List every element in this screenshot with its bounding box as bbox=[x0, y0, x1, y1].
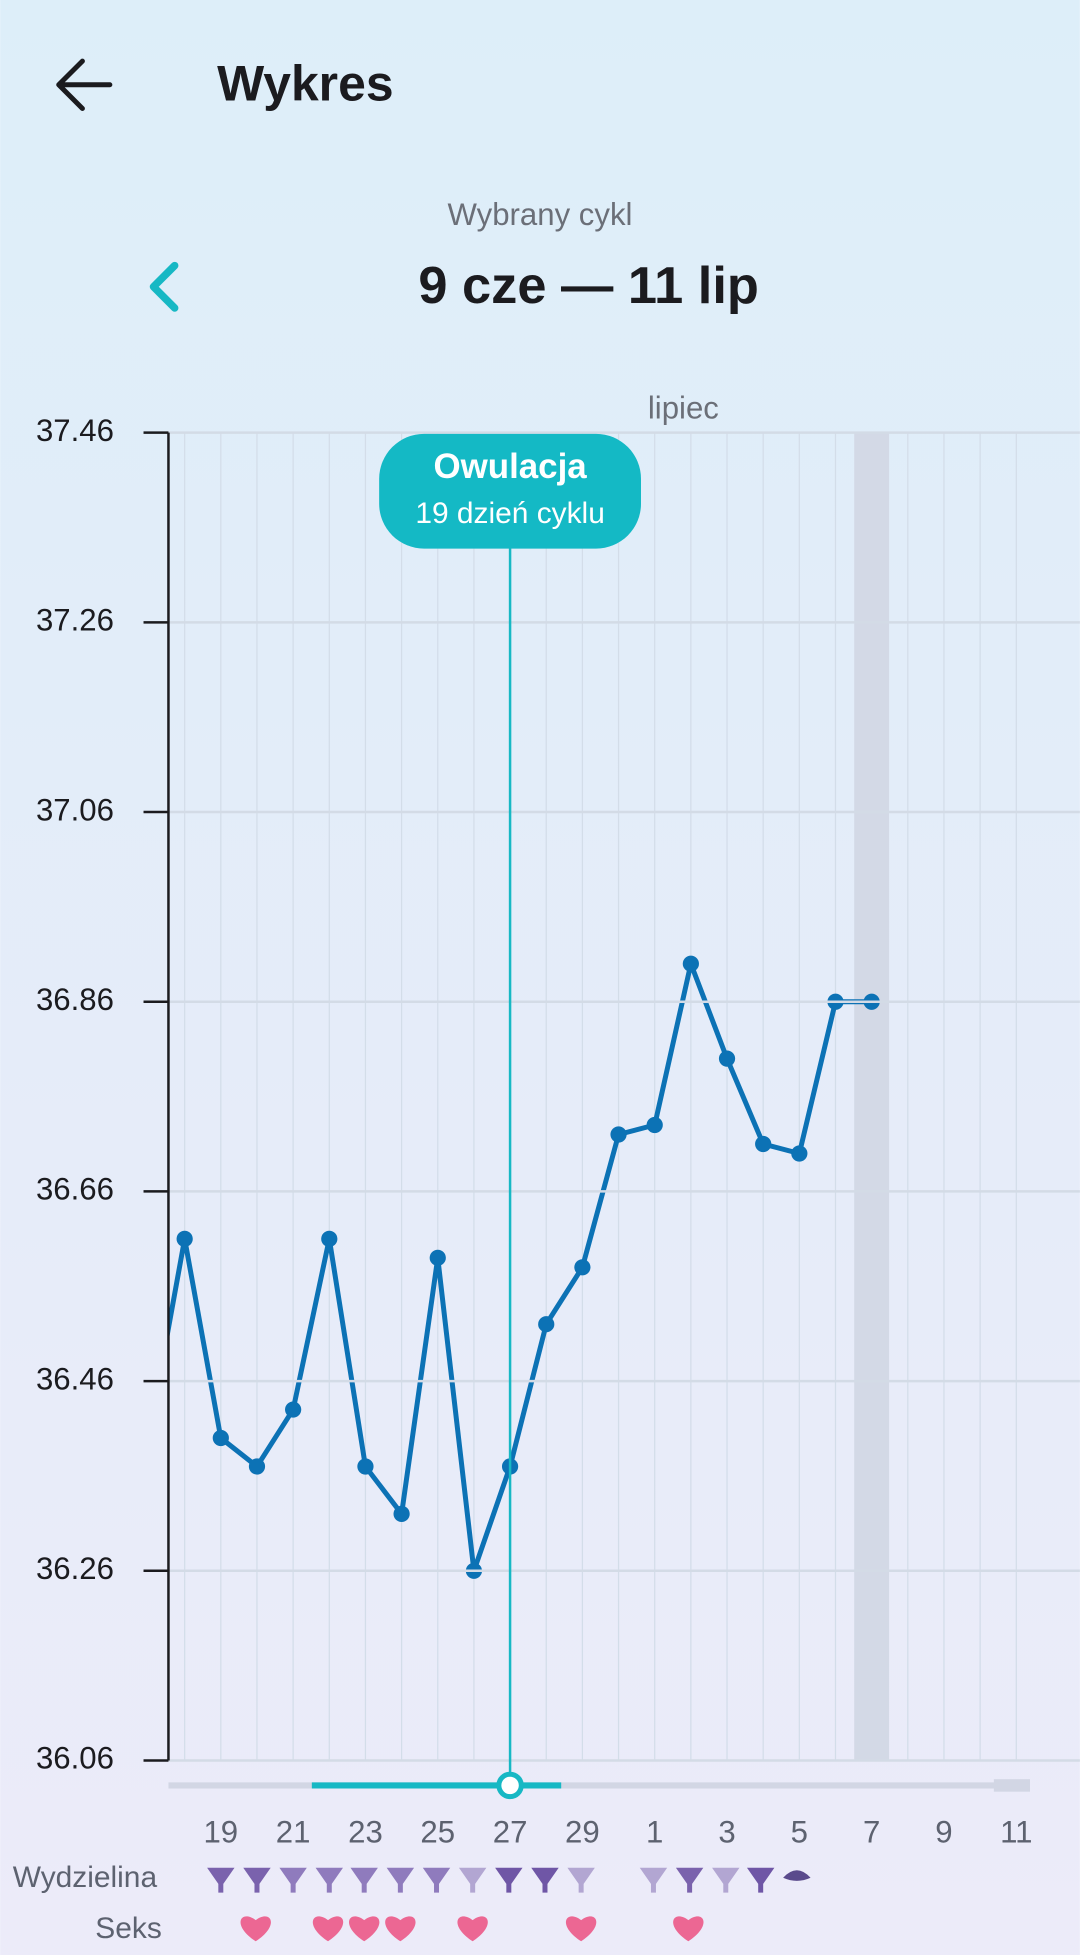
sex-heart bbox=[565, 1916, 597, 1942]
discharge-icon bbox=[746, 1867, 775, 1893]
temperature-point bbox=[755, 1135, 772, 1153]
x-tick-label: 21 bbox=[276, 1814, 311, 1849]
sex-heart bbox=[240, 1916, 271, 1942]
chart: 36.06 36.26 36.46 36.66 36.86 37.06 37.26 37.46… bbox=[13, 390, 1080, 1945]
x-tick-label: 25 bbox=[420, 1814, 455, 1849]
y-tick-label: 36.66 bbox=[36, 1172, 114, 1207]
y-tick-label: 37.46 bbox=[36, 413, 114, 448]
today-highlight bbox=[854, 432, 890, 1761]
x-tick-label: 11 bbox=[1000, 1814, 1032, 1849]
plot-area bbox=[168, 432, 1017, 1761]
temperature-point bbox=[682, 955, 699, 972]
discharge-icon bbox=[207, 1867, 235, 1893]
temperature-point bbox=[610, 1126, 627, 1143]
x-tick-label: 9 bbox=[935, 1814, 952, 1849]
sex-heart bbox=[349, 1916, 380, 1942]
discharge-icon bbox=[386, 1867, 415, 1893]
cycle-range: 9 cze — 11 lip bbox=[418, 257, 759, 315]
discharge-icon bbox=[639, 1867, 668, 1893]
back-button[interactable] bbox=[56, 58, 113, 111]
ovulation-text: 19 dzień cyklu bbox=[415, 497, 605, 530]
temperature-point bbox=[393, 1505, 410, 1523]
temperature-point bbox=[285, 1401, 302, 1418]
discharge-icon bbox=[712, 1867, 740, 1893]
y-tick-label: 36.06 bbox=[36, 1741, 114, 1776]
x-tick-label: 1 bbox=[646, 1814, 663, 1849]
discharge-icon bbox=[783, 1870, 811, 1881]
page-title: Wykres bbox=[217, 55, 393, 111]
temperature-point bbox=[212, 1429, 229, 1447]
x-tick-label: 7 bbox=[863, 1814, 880, 1849]
sex-heart bbox=[457, 1916, 488, 1942]
temperature-point bbox=[248, 1458, 266, 1475]
y-tick-label: 36.86 bbox=[36, 982, 114, 1017]
discharge-label: Wydzielina bbox=[13, 1861, 158, 1894]
temperature-point bbox=[574, 1259, 591, 1276]
temperature-point bbox=[538, 1316, 555, 1333]
scroll-end bbox=[993, 1779, 1030, 1792]
x-tick-label: 5 bbox=[791, 1814, 808, 1849]
x-tick-label: 23 bbox=[348, 1814, 383, 1849]
ovulation-title: Owulacja bbox=[433, 447, 587, 486]
previous-cycle[interactable] bbox=[149, 261, 179, 312]
temperature-point bbox=[357, 1458, 374, 1475]
y-tick-label: 37.06 bbox=[36, 792, 114, 827]
y-tick-label: 37.26 bbox=[36, 603, 114, 638]
discharge-icon bbox=[350, 1867, 378, 1893]
discharge-icon bbox=[243, 1867, 271, 1893]
discharge-icon bbox=[458, 1867, 487, 1893]
discharge-icon bbox=[495, 1867, 523, 1893]
sex-label: Seks bbox=[95, 1912, 162, 1945]
temperature-point bbox=[791, 1145, 808, 1162]
scroll-handle[interactable] bbox=[496, 1771, 524, 1800]
sex-heart bbox=[385, 1916, 416, 1942]
discharge-icon bbox=[675, 1867, 704, 1893]
ovulation-badge bbox=[379, 433, 641, 549]
y-tick-label: 36.26 bbox=[36, 1551, 114, 1586]
month-label: lipiec bbox=[648, 390, 719, 425]
temperature-point bbox=[176, 1230, 193, 1247]
temperature-point bbox=[429, 1249, 446, 1266]
y-tick-label: 36.46 bbox=[36, 1361, 114, 1396]
discharge-icon bbox=[567, 1867, 595, 1893]
discharge-icon bbox=[531, 1867, 559, 1893]
x-tick-label: 29 bbox=[565, 1814, 600, 1849]
discharge-icon bbox=[315, 1867, 344, 1893]
discharge-icon bbox=[422, 1867, 451, 1893]
temperature-point bbox=[646, 1116, 663, 1134]
temperature-point bbox=[718, 1050, 736, 1067]
cycle-label: Wybrany cykl bbox=[448, 197, 633, 232]
x-tick-label: 19 bbox=[203, 1814, 238, 1849]
sex-heart bbox=[312, 1916, 344, 1942]
x-tick-label: 27 bbox=[493, 1814, 528, 1849]
sex-heart bbox=[673, 1916, 704, 1942]
temperature-point bbox=[321, 1230, 338, 1247]
discharge-icon bbox=[279, 1867, 307, 1893]
x-tick-label: 3 bbox=[718, 1814, 735, 1849]
